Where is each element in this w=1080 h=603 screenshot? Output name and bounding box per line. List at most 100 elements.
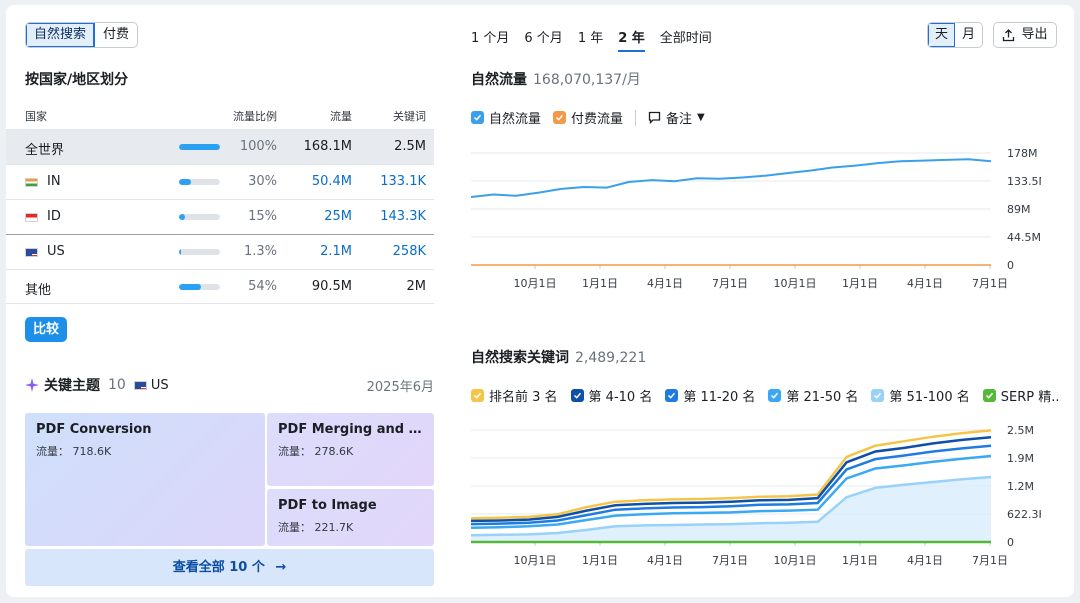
series-line-4 — [471, 475, 992, 537]
legend-paid-traffic[interactable]: 付费流量 — [553, 108, 623, 127]
x-tick-label: 7月1日 — [972, 277, 1008, 290]
period-6-months[interactable]: 6 个月 — [524, 31, 563, 46]
checkbox-icon — [768, 389, 782, 402]
y-tick-label: 622.3K — [1007, 508, 1041, 521]
checkbox-icon — [471, 389, 484, 402]
y-tick-label: 0 — [1007, 259, 1014, 272]
legend-item[interactable]: 第 4-10 名 — [570, 386, 653, 405]
keywords-chart-title: 自然搜索关键词 2,489,221 — [471, 350, 647, 366]
x-tick-label: 10月1日 — [514, 554, 557, 567]
x-tick-label: 1月1日 — [842, 554, 878, 567]
share-bar — [179, 284, 220, 290]
x-tick-label: 1月1日 — [842, 277, 878, 290]
key-topics-country: US — [150, 377, 169, 393]
series-line-3 — [471, 454, 992, 529]
x-tick-label: 10月1日 — [514, 277, 557, 290]
india-flag-icon — [25, 178, 38, 187]
granularity-month-button[interactable]: 月 — [962, 27, 976, 42]
legend-item[interactable]: 第 51-100 名 — [871, 386, 970, 405]
compare-button[interactable]: 比较 — [25, 317, 68, 342]
header-traffic: 流量 — [330, 110, 352, 123]
share-bar — [179, 249, 220, 255]
period-1-month[interactable]: 1 个月 — [471, 31, 510, 46]
legend-item[interactable]: 排名前 3 名 — [471, 386, 558, 405]
share-percent: 15% — [248, 209, 277, 224]
y-tick-label: 133.5M — [1007, 175, 1041, 188]
table-row-other[interactable]: 其他 54% 90.5M 2M — [6, 269, 434, 304]
keywords-legend: 排名前 3 名 第 4-10 名 第 11-20 名 第 21-50 名 第 51-10… — [471, 386, 1061, 405]
checkbox-icon — [570, 389, 584, 402]
header-country: 国家 — [25, 110, 47, 123]
header-share: 流量比例 — [233, 110, 277, 123]
x-tick-label: 10月1日 — [774, 277, 817, 290]
granularity-day-button[interactable]: 天 — [928, 23, 956, 47]
paid-toggle-button[interactable]: 付费 — [103, 27, 130, 42]
checkbox-icon — [665, 389, 679, 402]
country-section-title: 按国家/地区划分 — [25, 72, 129, 88]
table-row-us[interactable]: US 1.3% 2.1M 258K — [6, 234, 434, 269]
x-tick-label: 1月1日 — [582, 554, 618, 567]
legend-label: 第 4-10 名 — [588, 390, 653, 405]
traffic-link[interactable]: 25M — [324, 209, 352, 224]
y-tick-label: 0 — [1007, 536, 1014, 549]
share-bar — [179, 179, 220, 185]
traffic-value: 90.5M — [311, 279, 352, 294]
organic-toggle-button[interactable]: 自然搜索 — [26, 23, 96, 47]
table-row-worldwide[interactable]: 全世界 100% 168.1M 2.5M — [6, 129, 434, 164]
legend-item[interactable]: SERP 精... — [982, 386, 1061, 405]
legend-item[interactable]: 第 11-20 名 — [665, 386, 755, 405]
share-percent: 30% — [248, 174, 277, 189]
keywords-link[interactable]: 143.3K — [380, 209, 426, 224]
legend-item[interactable]: 第 21-50 名 — [768, 386, 858, 405]
country-name: 其他 — [25, 283, 52, 298]
y-tick-label: 44.5M — [1007, 231, 1041, 244]
export-button[interactable]: 导出 — [993, 22, 1057, 48]
traffic-link[interactable]: 50.4M — [311, 174, 352, 189]
topic-traffic: 流量： 278.6K — [278, 445, 354, 458]
x-tick-label: 7月1日 — [712, 554, 748, 567]
chevron-down-icon: ▼ — [697, 112, 705, 123]
topic-traffic: 流量： 221.7K — [278, 521, 354, 534]
series-line-2 — [471, 444, 992, 526]
view-all-topics-button[interactable]: 查看全部 10 个 → — [25, 549, 434, 586]
comment-icon — [648, 111, 661, 124]
topic-name: PDF Conversion — [36, 422, 152, 437]
country-name: IN — [47, 174, 61, 189]
y-tick-label: 1.9M — [1007, 452, 1034, 465]
notes-dropdown[interactable]: 备注 ▼ — [648, 108, 705, 127]
traffic-chart-title: 自然流量 168,070,137/月 — [471, 72, 641, 88]
period-all-time[interactable]: 全部时间 — [659, 31, 712, 46]
legend-label: 第 21-50 名 — [786, 390, 859, 405]
share-percent: 1.3% — [243, 244, 277, 259]
topic-tile[interactable]: PDF Conversion 流量： 718.6K — [25, 413, 265, 546]
country-name: ID — [47, 209, 61, 224]
x-tick-label: 4月1日 — [907, 277, 943, 290]
x-tick-label: 4月1日 — [647, 277, 683, 290]
table-row-id[interactable]: ID 15% 25M 143.3K — [6, 199, 434, 234]
keywords-chart[interactable]: 0 622.3K 1.2M 1.9M 2.5M 10月1日 1月1日 4月1日 7月1日 10月1… — [471, 420, 1041, 570]
y-tick-label: 2.5M — [1007, 424, 1034, 437]
series-line-0 — [471, 429, 992, 520]
traffic-value: 168.1M — [303, 139, 352, 154]
search-type-toggle: 自然搜索 付费 — [25, 22, 139, 48]
legend-label: 排名前 3 名 — [489, 390, 558, 405]
table-row-in[interactable]: IN 30% 50.4M 133.1K — [6, 164, 434, 199]
key-topics-date: 2025年6月 — [366, 380, 434, 395]
keywords-value: 2M — [406, 279, 427, 294]
legend-organic-traffic[interactable]: 自然流量 — [471, 108, 541, 127]
key-topics-title: 关键主题 — [44, 378, 100, 394]
us-flag-icon — [133, 380, 147, 390]
country-name: 全世界 — [25, 143, 65, 158]
keywords-link[interactable]: 258K — [392, 244, 426, 259]
period-2-years[interactable]: 2 年 — [618, 27, 645, 52]
keywords-link[interactable]: 133.1K — [380, 174, 426, 189]
country-table: 国家 流量比例 流量 关键词 全世界 100% 168.1M 2.5M IN 3… — [6, 102, 434, 304]
traffic-chart[interactable]: 0 44.5M 89M 133.5M 178M 10月1日 1月1日 4月1日 7月1日 10月1… — [471, 143, 1041, 293]
topic-tile[interactable]: PDF Merging and Splitting 流量： 278.6K — [267, 413, 434, 486]
topic-tile[interactable]: PDF to Image 流量： 221.7K — [267, 489, 434, 546]
us-flag-icon — [25, 248, 38, 257]
traffic-link[interactable]: 2.1M — [320, 244, 352, 259]
indonesia-flag-icon — [25, 213, 38, 222]
period-1-year[interactable]: 1 年 — [577, 31, 604, 46]
main-card: 自然搜索 付费 按国家/地区划分 国家 流量比例 流量 关键词 全世界 100%… — [6, 5, 1074, 597]
